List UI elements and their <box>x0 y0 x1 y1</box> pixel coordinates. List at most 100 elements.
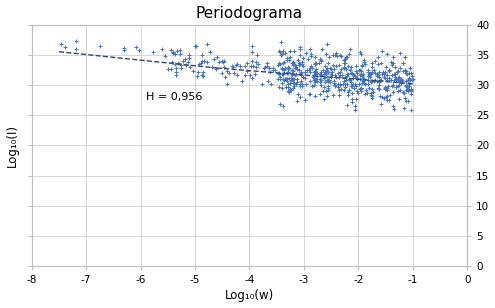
Point <box>179 58 187 63</box>
Y-axis label: Log₁₀(I): Log₁₀(I) <box>5 124 18 167</box>
Point <box>322 71 330 76</box>
Point <box>394 88 402 93</box>
Point <box>331 72 339 77</box>
Point <box>289 76 297 81</box>
Point <box>284 70 292 75</box>
Point <box>367 90 375 95</box>
Point <box>276 49 284 54</box>
Point <box>324 78 332 83</box>
Point <box>199 73 207 78</box>
Point <box>367 80 375 85</box>
Point <box>294 99 301 104</box>
Point <box>380 95 388 100</box>
Point <box>169 51 177 56</box>
Point <box>407 87 415 91</box>
Point <box>311 69 319 74</box>
Point <box>323 42 331 47</box>
Point <box>400 105 408 110</box>
Point <box>360 58 368 63</box>
Point <box>348 71 356 75</box>
Point <box>353 91 361 95</box>
Point <box>160 53 168 58</box>
Point <box>275 85 283 90</box>
Point <box>330 79 338 83</box>
Point <box>279 71 287 76</box>
Point <box>404 86 412 91</box>
Point <box>321 75 329 80</box>
Point <box>402 83 410 88</box>
Point <box>374 62 382 67</box>
Point <box>254 62 262 67</box>
Point <box>361 92 369 97</box>
Point <box>164 66 172 71</box>
Point <box>297 53 304 58</box>
Point <box>282 84 290 89</box>
Point <box>312 66 320 71</box>
Point <box>308 65 316 70</box>
Point <box>381 75 389 80</box>
Point <box>295 63 302 67</box>
Point <box>404 98 412 103</box>
Point <box>274 77 282 82</box>
Point <box>317 83 325 87</box>
Point <box>404 88 412 93</box>
Point <box>375 69 383 74</box>
Point <box>280 68 288 73</box>
Point <box>298 83 306 88</box>
Point <box>329 92 337 97</box>
Point <box>364 68 372 73</box>
Point <box>260 65 268 70</box>
Point <box>306 70 314 75</box>
Point <box>195 70 202 75</box>
Point <box>368 65 376 70</box>
Point <box>399 91 407 96</box>
Point <box>311 80 319 85</box>
Point <box>403 88 411 93</box>
Point <box>383 65 391 70</box>
Text: H = 0,956: H = 0,956 <box>146 92 202 102</box>
Point <box>348 100 356 105</box>
Point <box>286 75 294 80</box>
Point <box>343 72 351 77</box>
Point <box>397 77 405 82</box>
Point <box>202 42 210 47</box>
Point <box>395 79 402 83</box>
Point <box>359 79 367 84</box>
Point <box>377 78 385 83</box>
Point <box>347 84 355 89</box>
Point <box>407 92 415 97</box>
Point <box>287 78 295 83</box>
Point <box>325 55 333 60</box>
Point <box>376 94 384 99</box>
Point <box>218 71 226 75</box>
Point <box>171 51 179 56</box>
Point <box>322 67 330 72</box>
Point <box>264 79 272 83</box>
Point <box>307 64 315 69</box>
Point <box>360 82 368 87</box>
Point <box>383 93 391 98</box>
Point <box>247 63 254 68</box>
Point <box>176 52 184 57</box>
Point <box>291 63 299 67</box>
Point <box>284 67 292 72</box>
Point <box>357 86 365 91</box>
Point <box>297 79 305 83</box>
Point <box>321 79 329 84</box>
Point <box>294 77 301 82</box>
Point <box>252 64 260 69</box>
Point <box>358 73 366 78</box>
Point <box>313 70 321 75</box>
Point <box>317 78 325 83</box>
Point <box>369 90 377 95</box>
Point <box>372 77 380 82</box>
Point <box>311 55 319 60</box>
Point <box>316 57 324 62</box>
Point <box>383 52 391 57</box>
Point <box>309 70 317 75</box>
Point <box>348 76 356 81</box>
Point <box>318 47 326 52</box>
Point <box>252 53 260 58</box>
Point <box>394 69 401 74</box>
Point <box>340 65 347 70</box>
